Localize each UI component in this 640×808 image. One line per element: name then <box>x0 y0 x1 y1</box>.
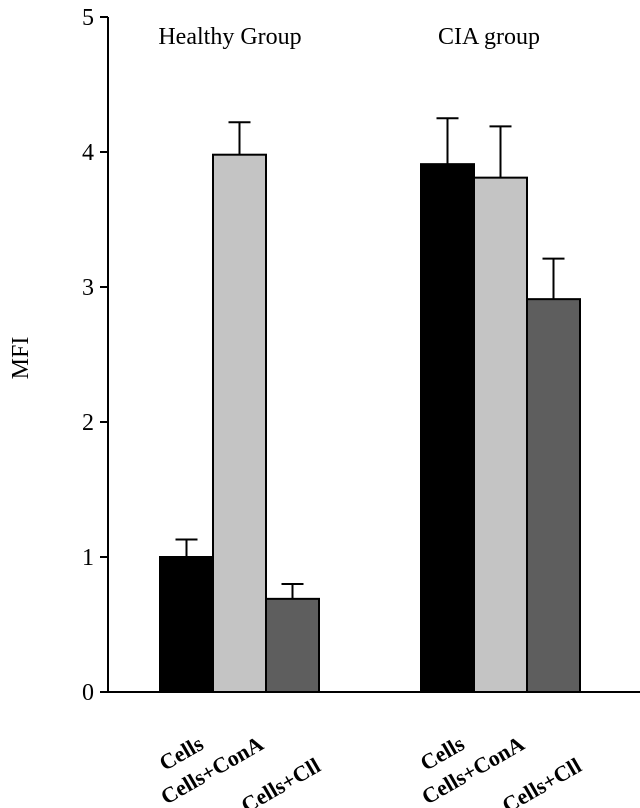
group-title: CIA group <box>438 24 540 50</box>
bar <box>212 153 267 693</box>
bar <box>526 298 581 693</box>
bar <box>420 163 475 693</box>
bars: Healthy Group CIA group <box>158 24 581 693</box>
y-tick-label: 4 <box>82 140 94 166</box>
y-tick-label: 3 <box>82 275 94 301</box>
group-title: Healthy Group <box>158 24 301 50</box>
y-tick-label: 1 <box>82 545 94 571</box>
y-axis: 0 1 2 3 4 5 <box>82 5 109 706</box>
y-axis-label: MFI <box>8 337 34 380</box>
y-tick-label: 0 <box>82 680 94 706</box>
y-tick-label: 2 <box>82 410 94 436</box>
bar <box>265 597 320 693</box>
y-tick-label: 5 <box>82 5 94 31</box>
bar <box>473 176 528 693</box>
bar <box>159 556 214 693</box>
